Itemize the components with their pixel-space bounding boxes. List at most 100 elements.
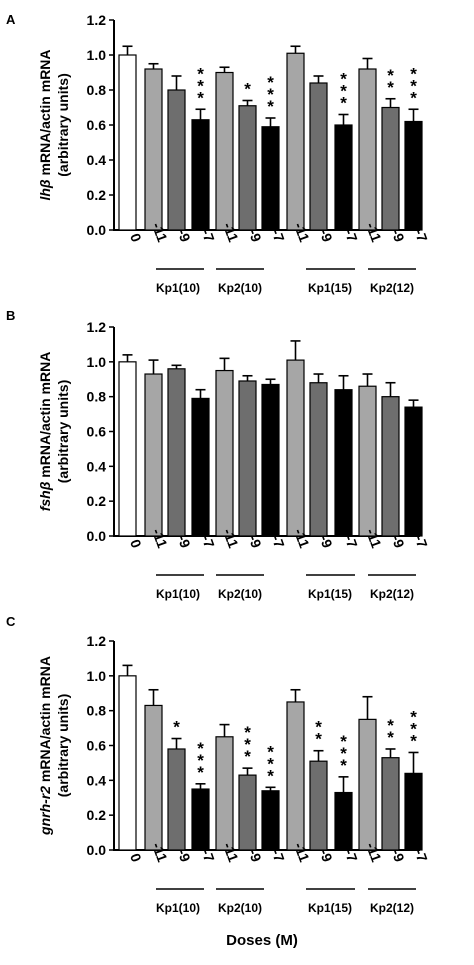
dose-label: -9	[316, 227, 335, 244]
y-axis-subtitle: (arbitrary units)	[55, 380, 71, 483]
group-label: Kp1(10)	[156, 281, 200, 295]
dose-label: -7	[268, 227, 287, 244]
bar	[261, 790, 280, 851]
dose-label: -7	[411, 847, 430, 864]
significance-star: *	[197, 64, 204, 83]
bar	[381, 106, 400, 231]
y-axis-title: fshβ mRNA/actin mRNA	[37, 352, 53, 512]
significance-star: *	[173, 718, 180, 737]
group-label: Kp1(15)	[308, 281, 352, 295]
dose-label: -9	[245, 847, 264, 864]
y-tick-label: 0.8	[87, 389, 107, 405]
y-tick-label: 0.4	[87, 772, 107, 788]
dose-label: -11	[363, 220, 385, 244]
y-axis-title: gnrh-r2 mRNA/actin mRNA	[37, 656, 53, 836]
significance-star: *	[387, 728, 394, 747]
bar	[286, 52, 305, 231]
bar	[238, 380, 257, 537]
bar	[261, 383, 280, 537]
bar	[144, 373, 163, 537]
bar	[167, 368, 186, 537]
dose-label: -7	[341, 847, 360, 864]
significance-star: *	[267, 742, 274, 761]
bar	[191, 397, 210, 537]
significance-star: *	[244, 80, 251, 99]
significance-star: *	[340, 94, 347, 113]
dose-label: 0	[127, 537, 145, 550]
dose-label: -9	[174, 227, 193, 244]
bar	[215, 369, 234, 537]
dose-label: -7	[198, 847, 217, 864]
y-tick-label: 0.4	[87, 458, 107, 474]
significance-star: *	[197, 76, 204, 95]
dose-label: -7	[341, 533, 360, 550]
bar	[144, 704, 163, 851]
dose-label: -9	[174, 533, 193, 550]
significance-star: *	[267, 766, 274, 785]
bar	[144, 68, 163, 231]
significance-star: *	[244, 747, 251, 766]
y-axis-gene-name: fshβ	[37, 481, 53, 511]
significance-star: *	[197, 88, 204, 107]
bar	[286, 359, 305, 537]
dose-label: -7	[198, 227, 217, 244]
significance-star: *	[340, 732, 347, 751]
bar	[215, 736, 234, 851]
y-tick-label: 0.6	[87, 424, 107, 440]
bar	[334, 389, 353, 537]
bar	[309, 82, 328, 231]
bar	[261, 126, 280, 231]
y-tick-label: 0.0	[87, 528, 107, 544]
dose-label: -11	[149, 840, 171, 864]
group-label: Kp2(10)	[218, 901, 262, 915]
dose-label: -9	[245, 227, 264, 244]
group-label: Kp2(10)	[218, 281, 262, 295]
dose-label: 0	[127, 851, 145, 864]
y-tick-label: 0.0	[87, 842, 107, 858]
bar	[118, 361, 137, 537]
dose-label: -7	[341, 227, 360, 244]
dose-label: -9	[316, 533, 335, 550]
significance-star: *	[267, 85, 274, 104]
significance-star: *	[410, 88, 417, 107]
bar	[404, 406, 423, 537]
significance-star: *	[387, 716, 394, 735]
bar	[167, 89, 186, 231]
dose-label: -7	[411, 227, 430, 244]
y-axis-title-text: mRNA/actin mRNA	[37, 352, 53, 482]
bar	[191, 788, 210, 851]
dose-label: -7	[411, 533, 430, 550]
dose-label: -7	[198, 533, 217, 550]
y-axis-title: lhβ mRNA/actin mRNA	[37, 49, 53, 200]
bar	[309, 760, 328, 851]
y-tick-label: 1.2	[87, 633, 107, 649]
dose-label: -11	[220, 840, 242, 864]
bar	[118, 675, 137, 851]
panel-letter: C	[6, 614, 16, 629]
dose-label: -9	[388, 227, 407, 244]
significance-star: *	[410, 76, 417, 95]
y-tick-label: 1.0	[87, 668, 107, 684]
group-label: Kp1(10)	[156, 587, 200, 601]
significance-star: *	[340, 756, 347, 775]
bar	[381, 396, 400, 537]
bar	[238, 774, 257, 851]
significance-star: *	[410, 719, 417, 738]
dose-label: -7	[268, 533, 287, 550]
significance-star: *	[197, 751, 204, 770]
bar	[358, 68, 377, 231]
bar	[358, 718, 377, 851]
dose-label: -9	[174, 847, 193, 864]
group-label: Kp2(10)	[218, 587, 262, 601]
y-tick-label: 0.6	[87, 738, 107, 754]
y-axis-title-text: mRNA/actin mRNA	[37, 49, 53, 179]
significance-star: *	[387, 66, 394, 85]
dose-label: -11	[291, 526, 313, 550]
dose-label: -11	[363, 526, 385, 550]
bar	[358, 385, 377, 537]
bar	[404, 772, 423, 851]
group-label: Kp1(15)	[308, 587, 352, 601]
bar	[215, 71, 234, 231]
